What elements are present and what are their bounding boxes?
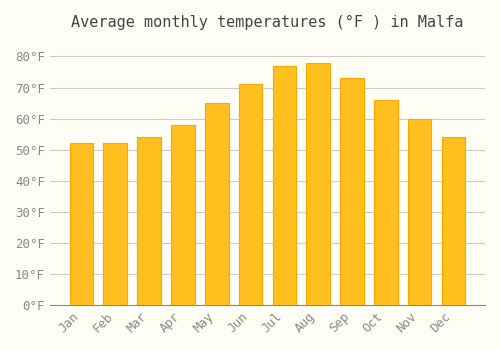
Title: Average monthly temperatures (°F ) in Malfa: Average monthly temperatures (°F ) in Ma… bbox=[71, 15, 464, 30]
Bar bbox=[70, 144, 94, 305]
Bar bbox=[340, 78, 364, 305]
Bar bbox=[171, 125, 194, 305]
Bar bbox=[238, 84, 262, 305]
Bar bbox=[442, 137, 465, 305]
Bar bbox=[306, 63, 330, 305]
Bar bbox=[408, 119, 432, 305]
Bar bbox=[138, 137, 161, 305]
Bar bbox=[205, 103, 229, 305]
Bar bbox=[272, 66, 296, 305]
Bar bbox=[104, 144, 127, 305]
Bar bbox=[374, 100, 398, 305]
